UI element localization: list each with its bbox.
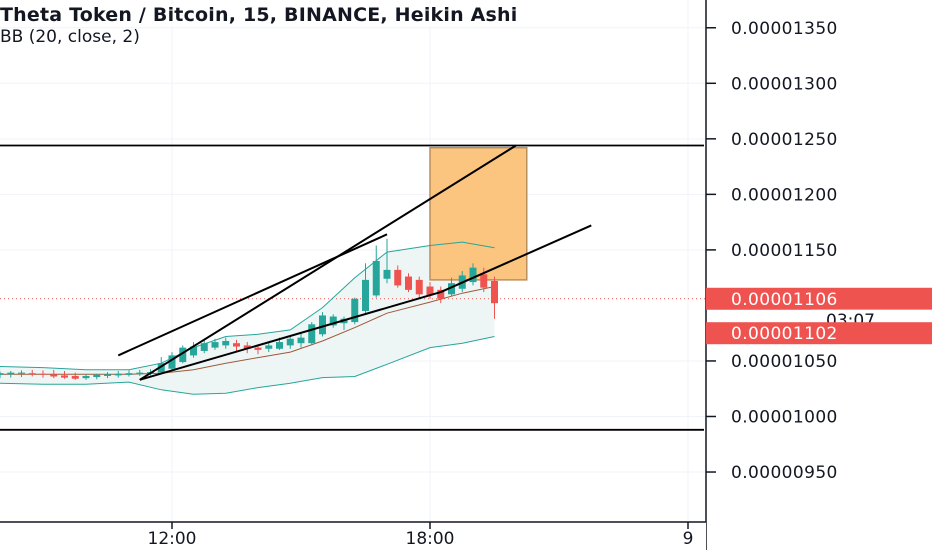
candle-down [426, 286, 434, 296]
price-tick-label: 0.00000950 [731, 463, 838, 483]
candle-down [243, 345, 251, 349]
candle-up [82, 375, 90, 379]
candle-up [297, 337, 305, 344]
candle-down [437, 289, 445, 299]
candle-up [308, 324, 316, 344]
candle-up [329, 316, 337, 326]
price-tick-label: 0.00001050 [731, 352, 838, 372]
indicator-label: BB (20, close, 2) [0, 27, 140, 47]
candle-up [136, 372, 144, 375]
bollinger-basis-line [0, 286, 495, 375]
candle-down [61, 375, 68, 378]
candle-up [286, 338, 294, 346]
time-tick-label: 9 [683, 529, 694, 549]
bb-value-label: 0.00001102 [731, 324, 838, 344]
candle-down [394, 269, 402, 286]
chart-legend: Theta Token / Bitcoin, 15, BINANCE, Heik… [0, 4, 520, 47]
price-tick-label: 0.00001150 [731, 241, 838, 261]
price-tick-label: 0.00001300 [731, 74, 838, 94]
bollinger-fill-layer [0, 242, 495, 395]
time-axis-background [0, 522, 706, 550]
candle-down [254, 347, 262, 350]
candle-down [39, 373, 47, 375]
candle-up [157, 363, 165, 373]
price-tick-label: 0.00001250 [731, 130, 838, 150]
trend-line-drawing[interactable] [440, 224, 592, 294]
trend-line-drawing[interactable] [139, 144, 517, 381]
time-tick-label: 12:00 [148, 529, 197, 549]
candle-up [168, 355, 176, 369]
candle-down [415, 279, 423, 295]
candle-down [28, 373, 36, 375]
candle-up [114, 373, 122, 376]
drawing-lines-layer [0, 144, 704, 431]
grid-layer [0, 0, 706, 522]
bollinger-band-fill [0, 242, 495, 395]
candle-up [383, 269, 391, 279]
candle-up [265, 345, 273, 349]
candle-up [351, 298, 359, 323]
candle-up [125, 373, 133, 375]
candle-up [179, 347, 187, 363]
candle-up [190, 346, 197, 356]
last-price-tag [706, 287, 932, 310]
candle-down [480, 274, 488, 288]
price-axis-background [706, 0, 932, 550]
candle-down [405, 276, 412, 290]
candle-up [104, 374, 111, 376]
bollinger-lines-layer [0, 241, 495, 395]
price-axis-layer: 0.00001350 0.00001300 0.00001250 0.00001200… [705, 0, 932, 550]
candle-up [0, 373, 4, 375]
candle-up [448, 283, 455, 295]
time-axis-layer: 12:00 18:00 9 [0, 521, 706, 550]
last-price-label: 0.00001106 [731, 290, 838, 310]
candle-up [276, 342, 283, 349]
price-tick-label: 0.00001200 [731, 185, 838, 205]
candle-down [71, 375, 79, 379]
trend-line-drawing[interactable] [139, 291, 442, 381]
candle-up [200, 343, 208, 351]
candle-down [491, 280, 498, 304]
candle-up [372, 261, 380, 296]
candle-up [211, 342, 219, 348]
bb-value-tag [706, 322, 932, 345]
price-tick-label: 0.00001000 [731, 407, 838, 427]
candle-up [469, 267, 477, 283]
candle-up [18, 372, 25, 374]
candle-up [222, 340, 230, 346]
candle-down [50, 374, 58, 377]
price-tick-label: 0.00001350 [731, 19, 838, 39]
candle-up [319, 315, 326, 335]
symbol-title: Theta Token / Bitcoin, 15, BINANCE, Heik… [0, 4, 520, 26]
bollinger-lower-line [0, 336, 495, 395]
bollinger-upper-line [0, 241, 495, 371]
candle-up [7, 372, 15, 375]
candle-up [362, 279, 369, 311]
time-tick-label: 18:00 [406, 529, 455, 549]
candle-up [93, 374, 101, 378]
candle-down [233, 343, 240, 347]
